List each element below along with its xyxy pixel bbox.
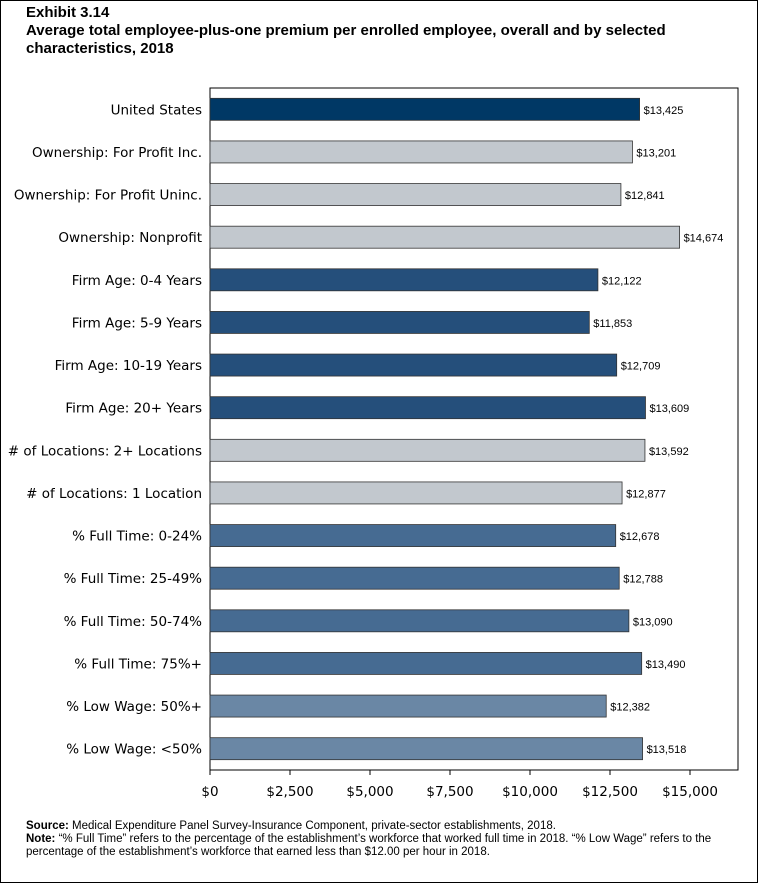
data-label-11: $12,788	[623, 574, 663, 586]
category-label-7: Firm Age: 20+ Years	[65, 401, 202, 417]
source-label: Source:	[26, 820, 69, 832]
chart-title: Average total employee-plus-one premium …	[26, 22, 666, 57]
bar-11	[209, 566, 620, 590]
data-label-12: $13,090	[633, 616, 673, 628]
bar-4	[209, 268, 599, 292]
bar-12	[209, 609, 630, 633]
category-label-3: Ownership: Nonprofit	[58, 230, 202, 246]
category-label-6: Firm Age: 10-19 Years	[55, 358, 202, 374]
category-label-11: % Full Time: 25-49%	[64, 571, 203, 587]
bar-15	[209, 737, 643, 761]
chart-footer: Source: Medical Expenditure Panel Survey…	[26, 820, 746, 859]
category-label-15: % Low Wage: <50%	[66, 742, 202, 758]
bar-8	[209, 438, 646, 462]
note-text: “% Full Time” refers to the percentage o…	[26, 833, 712, 858]
data-label-15: $13,518	[647, 744, 687, 756]
data-label-7: $13,609	[649, 403, 689, 415]
category-label-4: Firm Age: 0-4 Years	[72, 273, 202, 289]
data-label-2: $12,841	[625, 190, 665, 202]
category-label-2: Ownership: For Profit Uninc.	[14, 188, 202, 204]
category-label-5: Firm Age: 5-9 Years	[72, 315, 202, 331]
bar-9	[209, 481, 623, 505]
bar-0	[209, 97, 641, 121]
bar-2	[209, 183, 622, 206]
note-line: Note: “% Full Time” refers to the percen…	[26, 833, 746, 859]
data-label-8: $13,592	[649, 446, 689, 458]
category-label-14: % Low Wage: 50%+	[66, 699, 202, 715]
data-label-4: $12,122	[602, 275, 642, 287]
data-label-13: $13,490	[646, 659, 686, 671]
exhibit-number: Exhibit 3.14	[26, 4, 110, 21]
x-tick-label-6: $15,000	[662, 784, 718, 800]
bar-1	[209, 140, 633, 164]
data-label-10: $12,678	[620, 531, 660, 543]
data-label-6: $12,709	[621, 361, 661, 373]
category-label-12: % Full Time: 50-74%	[64, 614, 203, 630]
x-tick-label-0: $0	[201, 784, 218, 800]
data-label-0: $13,425	[644, 105, 684, 117]
note-label: Note:	[26, 833, 56, 845]
bar-6	[209, 353, 618, 377]
source-line: Source: Medical Expenditure Panel Survey…	[26, 820, 746, 833]
data-label-14: $12,382	[610, 702, 650, 714]
x-tick-label-3: $7,500	[426, 784, 473, 800]
category-label-10: % Full Time: 0-24%	[72, 529, 202, 545]
category-label-9: # of Locations: 1 Location	[26, 486, 202, 502]
category-label-13: % Full Time: 75%+	[74, 656, 202, 672]
bar-10	[209, 524, 617, 547]
plot-area	[209, 87, 739, 771]
data-label-5: $11,853	[593, 318, 632, 330]
x-tick-label-2: $5,000	[346, 784, 393, 800]
bar-7	[209, 396, 646, 420]
category-label-0: United States	[111, 102, 202, 118]
bar-3	[209, 225, 680, 249]
x-tick-label-4: $10,000	[502, 784, 558, 800]
x-tick-label-5: $12,500	[582, 784, 638, 800]
category-label-1: Ownership: For Profit Inc.	[32, 145, 202, 161]
bar-14	[209, 694, 607, 718]
bar-5	[209, 311, 590, 334]
source-text: Medical Expenditure Panel Survey-Insuran…	[72, 820, 556, 832]
data-label-1: $13,201	[636, 147, 676, 159]
data-label-3: $14,674	[684, 233, 724, 245]
x-tick-label-1: $2,500	[266, 784, 313, 800]
bar-13	[209, 652, 643, 675]
data-label-9: $12,877	[626, 488, 666, 500]
category-label-8: # of Locations: 2+ Locations	[8, 443, 202, 459]
